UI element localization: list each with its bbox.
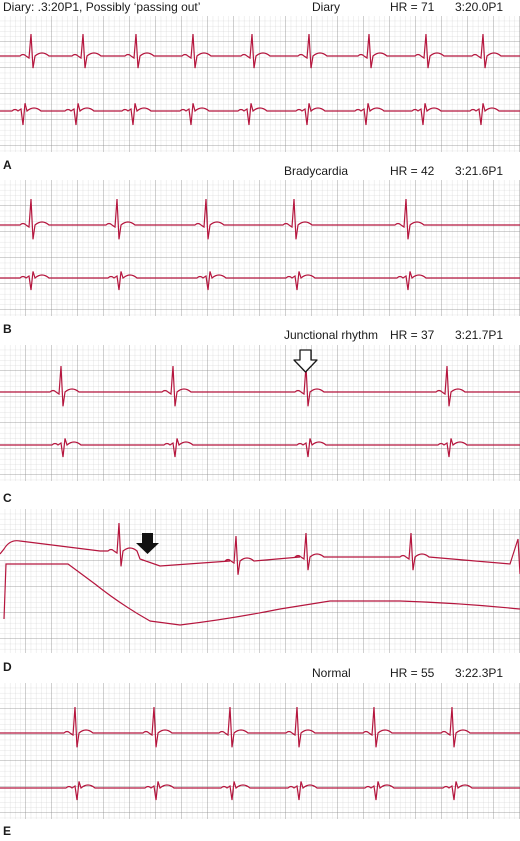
panel-label-a: A (3, 158, 12, 172)
time-e: 3:22.3P1 (455, 666, 504, 680)
time-b: 3:21.6P1 (455, 164, 504, 178)
ecg-trace-e-lower (0, 781, 520, 801)
ecg-trace-c-upper (0, 365, 520, 407)
ecg-traces-c (0, 345, 520, 481)
panel-label-d: D (3, 660, 12, 674)
ecg-strip-d (0, 509, 520, 653)
open-down-arrow-icon (293, 349, 318, 373)
ecg-trace-b-lower (0, 271, 520, 291)
ecg-trace-e-upper (0, 706, 520, 748)
ecg-trace-d-upper (0, 522, 520, 575)
event-label-c: Junctional rhythm (284, 328, 379, 342)
ecg-trace-a-upper (0, 33, 520, 69)
time-c: 3:21.7P1 (455, 328, 504, 342)
ecg-traces-a (0, 16, 520, 152)
event-label-e: Normal (312, 666, 351, 680)
panel-label-e: E (3, 824, 12, 838)
ecg-strip-a (0, 16, 520, 152)
ecg-traces-e (0, 683, 520, 819)
heart-rate-a: HR = 71 (390, 0, 435, 14)
diary-note: Diary: .3:20P1, Possibly ‘passing out’ (3, 0, 201, 14)
event-label-a: Diary (312, 0, 341, 14)
ecg-strip-b (0, 180, 520, 316)
panel-label-b: B (3, 322, 12, 336)
ecg-trace-b-upper (0, 198, 520, 240)
ecg-trace-d-lower (3, 563, 520, 626)
time-a: 3:20.0P1 (455, 0, 504, 14)
ecg-trace-c-lower (0, 438, 520, 458)
heart-rate-c: HR = 37 (390, 328, 435, 342)
ecg-strip-c (0, 345, 520, 481)
ecg-trace-a-lower (0, 103, 520, 126)
filled-down-arrow-icon (136, 533, 159, 554)
ecg-strip-e (0, 683, 520, 819)
event-label-b: Bradycardia (284, 164, 349, 178)
heart-rate-e: HR = 55 (390, 666, 435, 680)
ecg-traces-b (0, 180, 520, 316)
ecg-traces-d (0, 509, 520, 653)
panel-label-c: C (3, 491, 12, 505)
heart-rate-b: HR = 42 (390, 164, 435, 178)
